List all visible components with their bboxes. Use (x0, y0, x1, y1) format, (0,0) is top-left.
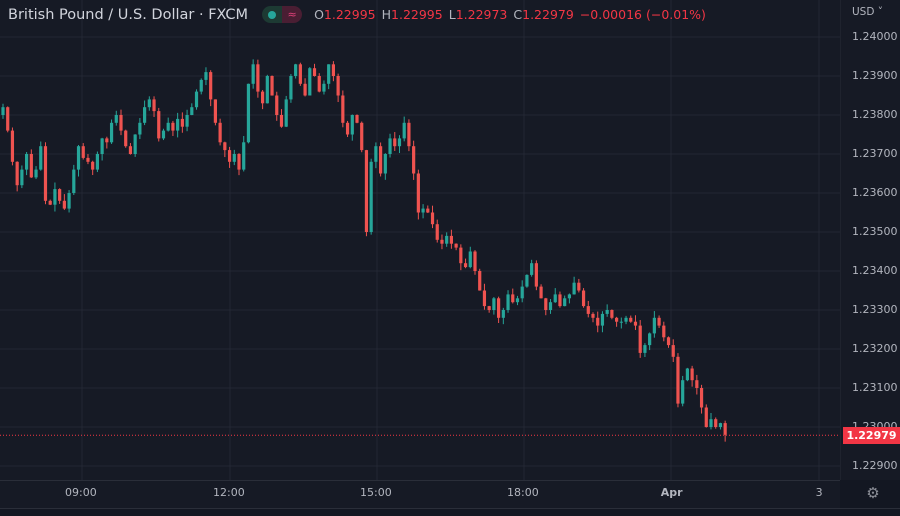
open-label: O (314, 7, 324, 22)
price-axis[interactable] (840, 0, 900, 480)
price-tick-label: 1.23700 (852, 147, 898, 160)
symbol-title[interactable]: British Pound / U.S. Dollar · FXCM (8, 6, 249, 23)
candlestick-plot[interactable] (0, 0, 840, 480)
time-axis[interactable] (0, 480, 840, 509)
close-label: C (513, 7, 523, 22)
time-tick-label: 18:00 (507, 486, 539, 499)
time-tick-label: 12:00 (213, 486, 245, 499)
price-tick-label: 1.23300 (852, 303, 898, 316)
close-value: 1.22979 (522, 7, 574, 22)
gear-icon[interactable]: ⚙ (866, 484, 880, 502)
ohlc-values: O 1.22995 H 1.22995 L 1.22973 C 1.22979 −0.0… (314, 7, 706, 22)
time-tick-label: Apr (660, 486, 683, 499)
price-tick-label: 1.23400 (852, 264, 898, 277)
price-tick-label: 1.23900 (852, 69, 898, 82)
currency-selector[interactable]: USD ˅ (852, 6, 884, 18)
status-dot-icon (268, 10, 277, 19)
time-tick-label: 3 (815, 486, 823, 499)
price-tick-label: 1.23500 (852, 225, 898, 238)
price-tick-label: 1.23100 (852, 381, 898, 394)
visibility-toggle[interactable]: ≈ (262, 6, 303, 23)
low-label: L (448, 7, 456, 22)
wave-icon: ≈ (282, 6, 303, 23)
price-tick-label: 1.23800 (852, 108, 898, 121)
price-tick-label: 1.24000 (852, 30, 898, 43)
change-value: −0.00016 (−0.01%) (579, 7, 706, 22)
last-price-badge: 1.22979 (843, 427, 900, 445)
chart-canvas[interactable] (0, 0, 840, 480)
low-value: 1.22973 (455, 7, 508, 22)
bottom-divider (0, 508, 900, 516)
price-tick-label: 1.23200 (852, 342, 898, 355)
time-tick-label: 15:00 (360, 486, 392, 499)
time-tick-label: 09:00 (65, 486, 97, 499)
high-label: H (381, 7, 392, 22)
high-value: 1.22995 (391, 7, 443, 22)
open-value: 1.22995 (323, 7, 376, 22)
price-tick-label: 1.23600 (852, 186, 898, 199)
symbol-legend: British Pound / U.S. Dollar · FXCM ≈ O 1.… (8, 6, 706, 23)
price-tick-label: 1.22900 (852, 459, 898, 472)
